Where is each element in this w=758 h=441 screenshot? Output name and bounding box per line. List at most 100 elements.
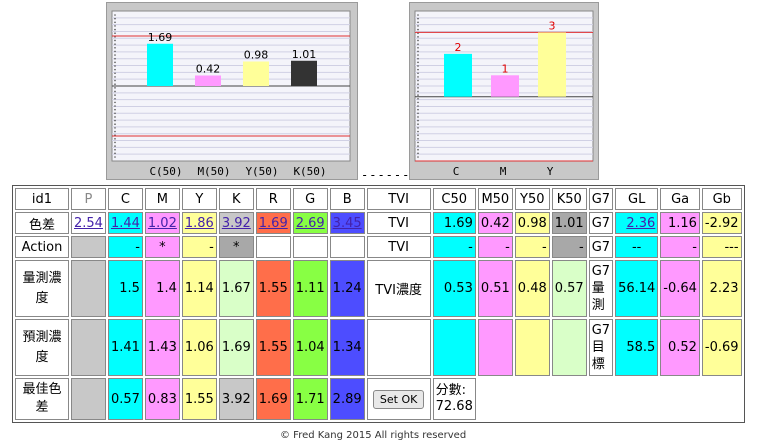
predicted-density-row: 預測濃度 1.41 1.43 1.06 1.69 1.55 1.04 1.34 … (15, 319, 742, 376)
delta-b-link[interactable]: 3.45 (329, 212, 365, 234)
delta-g-link[interactable]: 2.69 (292, 212, 328, 234)
row-label-measured: 量測濃度 (15, 260, 69, 317)
g7-target-label: G7目標 (588, 319, 614, 376)
action-m50: - (477, 236, 513, 258)
score-cell: 分數: 72.68 (432, 378, 476, 420)
bar-value-label: 1 (502, 62, 509, 75)
axis-dot (417, 148, 419, 151)
axis-dot (114, 32, 116, 35)
delta-m50: 0.42 (477, 212, 513, 234)
measured-density-row: 量測濃度 1.5 1.4 1.14 1.67 1.55 1.11 1.24 TV… (15, 260, 742, 317)
axis-dot (114, 108, 116, 111)
measured-b: 1.24 (329, 260, 365, 317)
header-m: M (144, 188, 180, 210)
axis-dot (114, 123, 116, 126)
header-k: K (218, 188, 254, 210)
measured-r: 1.55 (255, 260, 291, 317)
delta-c-link[interactable]: 1.44 (107, 212, 143, 234)
bar-value-label: 0.98 (244, 49, 269, 62)
axis-dot (417, 130, 419, 133)
axis-dot (114, 50, 116, 53)
axis-dot (114, 46, 116, 49)
score-value: 72.68 (435, 399, 473, 414)
axis-dot (114, 130, 116, 133)
measured-p (71, 260, 106, 317)
axis-dot (114, 101, 116, 104)
bar (491, 75, 519, 97)
axis-dot (114, 148, 116, 151)
delta-r-link[interactable]: 1.69 (255, 212, 291, 234)
axis-dot (417, 14, 419, 16)
bar (444, 53, 472, 97)
delta-y-link[interactable]: 1.86 (181, 212, 217, 234)
target-ga: 0.52 (660, 319, 700, 376)
header-y50: Y50 (514, 188, 550, 210)
predicted-p (71, 319, 106, 376)
delta-p-link[interactable]: 2.54 (71, 212, 106, 234)
best-g: 1.71 (292, 378, 328, 420)
target-gb: -0.69 (701, 319, 742, 376)
measured-y: 1.14 (181, 260, 217, 317)
axis-dot (114, 119, 116, 122)
row-label-action: Action (15, 236, 69, 258)
score-label: 分數: (435, 383, 467, 398)
header-g: G (292, 188, 328, 210)
axis-dot (417, 90, 419, 93)
action-c50: - (432, 236, 476, 258)
set-ok-button[interactable]: Set OK (372, 389, 425, 409)
measured-c50: 0.53 (432, 260, 476, 317)
axis-dot (417, 141, 419, 144)
row-label-delta: 色差 (15, 212, 69, 234)
g7-measured-label: G7量測 (588, 260, 614, 317)
axis-dot (114, 79, 116, 82)
category-label: M(50) (197, 165, 230, 178)
header-tvi: TVI (366, 188, 431, 210)
measured-m: 1.4 (144, 260, 180, 317)
bar (147, 43, 173, 86)
measured-g: 1.11 (292, 260, 328, 317)
measured-y50: 0.48 (514, 260, 550, 317)
header-b: B (329, 188, 365, 210)
g7-label-action: G7 (588, 236, 614, 258)
axis-dot (417, 68, 419, 71)
predicted-m: 1.43 (144, 319, 180, 376)
axis-dot (417, 61, 419, 64)
axis-dot (417, 105, 419, 107)
predicted-k: 1.69 (218, 319, 254, 376)
axis-dot (417, 79, 419, 82)
measured-gb: 2.23 (701, 260, 742, 317)
axis-dot (114, 87, 116, 89)
action-ga: - (660, 236, 700, 258)
axis-dot (114, 137, 116, 140)
delta-m-link[interactable]: 1.02 (144, 212, 180, 234)
best-delta-row: 最佳色差 0.57 0.83 1.55 3.92 1.69 1.71 2.89 … (15, 378, 742, 420)
axis-dot (417, 156, 419, 158)
axis-dot (114, 90, 116, 93)
delta-k-link[interactable]: 3.92 (218, 212, 254, 234)
category-label: K(50) (293, 165, 326, 178)
axis-dot (114, 83, 116, 85)
delta-row: 色差 2.54 1.44 1.02 1.86 3.92 1.69 2.69 3.… (15, 212, 742, 234)
action-k: * (218, 236, 254, 258)
axis-dot (417, 25, 419, 27)
action-gb: --- (701, 236, 742, 258)
axis-dot (114, 105, 116, 107)
header-c50: C50 (432, 188, 476, 210)
color-data-table: id1 P C M Y K R G B TVI C50 M50 Y50 K50 … (12, 185, 745, 423)
axis-dot (417, 36, 419, 38)
tvi-label-delta: TVI (366, 212, 431, 234)
category-label: C (453, 165, 460, 178)
target-gl: 58.5 (615, 319, 659, 376)
measured-k50: 0.57 (551, 260, 587, 317)
best-k: 3.92 (218, 378, 254, 420)
empty-cell (478, 378, 742, 420)
delta-gl-link[interactable]: 2.36 (615, 212, 659, 234)
axis-dot (417, 134, 419, 136)
best-m: 0.83 (144, 378, 180, 420)
axis-dot (114, 65, 116, 67)
axis-dot (417, 54, 419, 56)
bar-value-label: 2 (455, 41, 462, 54)
measured-ga: -0.64 (660, 260, 700, 317)
bar-value-label: 1.69 (148, 31, 173, 44)
axis-dot (417, 101, 419, 104)
